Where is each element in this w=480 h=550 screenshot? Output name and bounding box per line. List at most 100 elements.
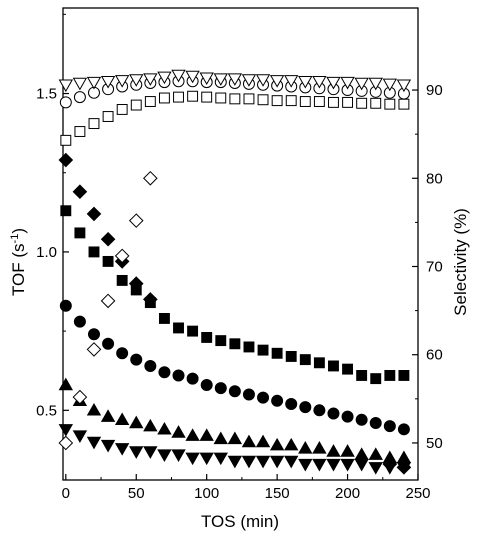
data-point-triangle-down-open (396, 79, 412, 93)
data-point-triangle-down-filled (368, 462, 383, 475)
data-point-triangle-up-filled (396, 450, 412, 464)
data-point-square-filled (328, 360, 339, 372)
data-point-square-filled (173, 322, 184, 334)
data-point-square-filled (398, 370, 410, 381)
plot-frame (62, 7, 419, 481)
data-point-triangle-down-open (255, 74, 271, 87)
y-left-title-main: TOF (s (9, 243, 28, 296)
data-point-square-filled (187, 325, 199, 337)
data-point-square-open (257, 94, 269, 106)
data-point-circle-filled (59, 299, 72, 312)
data-point-triangle-up-filled (340, 444, 355, 457)
data-point-diamond-filled (86, 206, 102, 222)
data-point-circle-filled (73, 315, 86, 328)
data-point-circle-filled (116, 347, 129, 360)
data-point-circle-filled (228, 385, 241, 398)
data-point-circle-filled (87, 328, 100, 341)
data-point-circle-open (59, 96, 72, 109)
data-point-square-filled (201, 331, 213, 343)
data-point-square-filled (158, 312, 170, 324)
data-point-triangle-down-open (171, 69, 186, 83)
data-point-triangle-up-filled (86, 402, 102, 416)
data-point-square-open (173, 91, 184, 103)
data-point-triangle-down-open (213, 73, 228, 86)
data-point-triangle-down-filled (129, 446, 144, 459)
y-right-tick-label: 80 (426, 170, 443, 187)
data-point-triangle-up-filled (269, 437, 285, 451)
data-point-triangle-down-open (199, 72, 214, 86)
data-point-triangle-down-open (368, 77, 383, 91)
data-point-triangle-up-filled (312, 440, 327, 454)
data-point-square-filled (215, 335, 227, 347)
data-point-triangle-up-filled (298, 440, 313, 454)
series-8-triangle-down-open (58, 69, 412, 93)
data-point-square-open (215, 92, 227, 104)
data-point-square-filled (271, 347, 283, 359)
data-point-circle-open (73, 91, 86, 104)
data-point-square-open (116, 104, 128, 115)
data-point-triangle-down-open (326, 76, 341, 90)
data-point-square-filled (285, 351, 297, 362)
data-point-triangle-down-filled (72, 430, 88, 443)
x-axis-ticks: 0 50 100 150 200 250 (62, 474, 431, 502)
data-point-square-open (243, 93, 255, 105)
y-right-tick-label: 70 (426, 258, 443, 275)
data-point-triangle-down-open (58, 79, 74, 93)
data-point-square-open (187, 90, 199, 102)
data-point-square-open (74, 126, 86, 137)
data-point-circle-filled (271, 394, 284, 407)
data-point-triangle-down-filled (382, 462, 398, 475)
data-point-triangle-down-open (269, 75, 285, 88)
data-point-triangle-down-open (340, 76, 355, 90)
data-point-triangle-up-filled (227, 431, 243, 445)
series-6-square-open (60, 90, 410, 146)
data-point-triangle-up-filled (199, 428, 214, 441)
data-point-circle-filled (313, 404, 326, 417)
data-point-triangle-down-open (312, 75, 327, 89)
data-point-square-filled (130, 284, 142, 296)
data-point-circle-filled (158, 366, 171, 379)
data-point-diamond-open (143, 170, 158, 186)
data-point-triangle-down-open (241, 74, 257, 87)
data-point-triangle-down-filled (227, 455, 243, 469)
data-point-square-open (328, 96, 339, 108)
data-point-square-open (398, 98, 410, 110)
data-point-square-filled (243, 341, 255, 353)
data-point-square-open (102, 111, 114, 122)
data-point-circle-filled (299, 401, 312, 414)
data-point-diamond-filled (72, 184, 88, 200)
series-1-square-filled (60, 205, 410, 385)
data-point-square-filled (88, 246, 100, 258)
data-point-circle-filled (144, 359, 157, 372)
data-point-triangle-down-open (143, 73, 158, 86)
data-point-square-open (229, 93, 241, 105)
series-5-diamond-open (58, 170, 158, 451)
data-point-triangle-down-open (114, 75, 130, 88)
data-point-triangle-down-filled (114, 443, 130, 456)
data-point-square-filled (257, 344, 269, 356)
data-point-triangle-up-filled (100, 409, 116, 422)
y-left-tick-label: 0.5 (36, 402, 57, 419)
y-left-title-close: ) (9, 228, 28, 234)
y-left-tick-label: 1.0 (36, 244, 57, 261)
data-point-square-filled (342, 363, 354, 375)
data-point-triangle-down-open (298, 75, 313, 89)
data-point-triangle-up-filled (241, 434, 257, 448)
data-point-square-open (285, 95, 297, 107)
data-point-triangle-down-filled (326, 458, 341, 472)
data-point-square-open (342, 96, 354, 108)
y-left-axis-ticks: 0.5 1.0 1.5 (36, 13, 69, 419)
data-point-square-filled (60, 205, 72, 217)
data-point-triangle-down-open (284, 75, 299, 88)
data-markers (58, 69, 412, 475)
data-point-diamond-open (114, 248, 130, 264)
data-point-circle-filled (130, 353, 143, 366)
data-point-triangle-up-filled (171, 425, 186, 438)
data-point-triangle-up-filled (143, 418, 158, 432)
data-point-circle-filled (172, 369, 185, 382)
data-point-square-open (60, 134, 72, 146)
data-point-square-open (313, 96, 325, 107)
data-point-circle-filled (200, 378, 213, 391)
series-2-circle-filled (59, 299, 410, 436)
